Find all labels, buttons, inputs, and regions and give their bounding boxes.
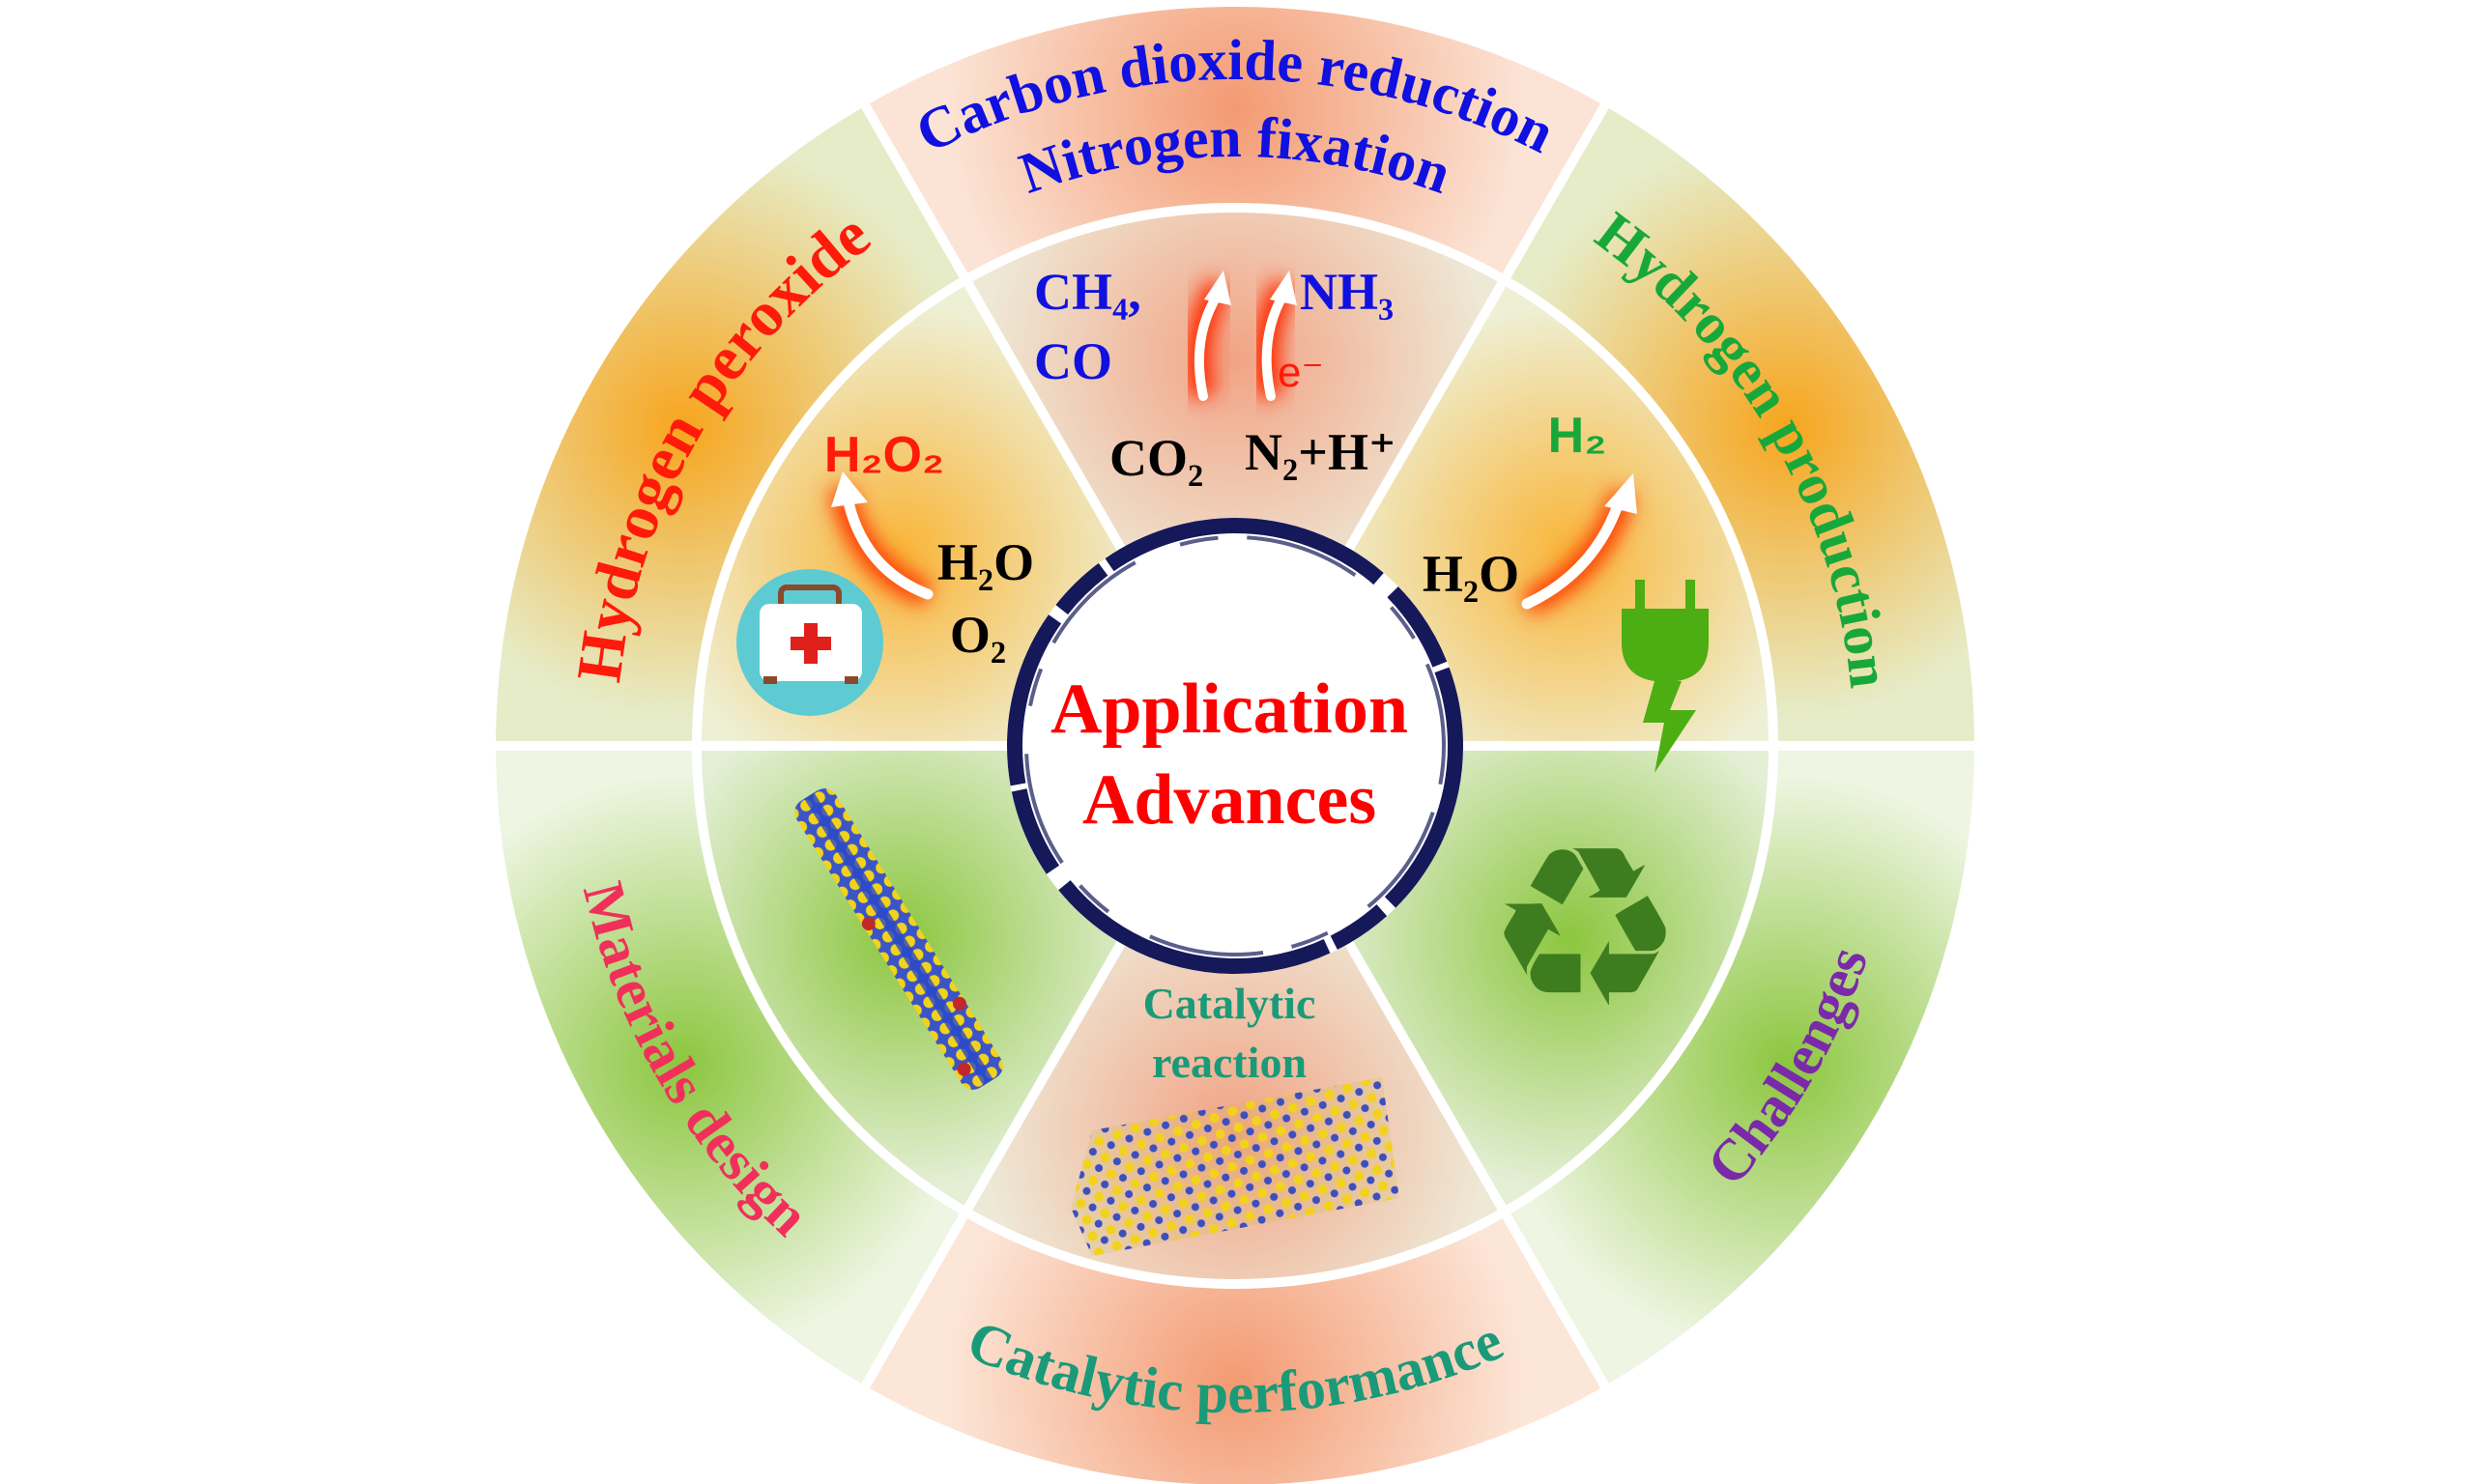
sector-divider xyxy=(860,101,1126,552)
h2-panel: H₂ H₂O xyxy=(1423,408,1709,773)
h2o2-panel: H₂O₂ H₂O O₂ xyxy=(736,427,1034,716)
co-product: CO xyxy=(1034,332,1112,390)
arrow-head xyxy=(1270,271,1297,305)
catalytic-reaction-panel: Catalytic reaction xyxy=(1071,979,1399,1256)
sector-top-inner xyxy=(965,207,1505,549)
sector-lower-right-inner xyxy=(1349,746,1773,1213)
arrow-head xyxy=(1604,473,1637,514)
layered-crystal-structure xyxy=(1071,1077,1399,1256)
sector-divider xyxy=(1344,940,1610,1390)
sector-divider xyxy=(1344,101,1610,552)
brush-ring xyxy=(1007,518,1463,974)
sector-top-outer xyxy=(865,6,1605,280)
catalytic-line2: reaction xyxy=(1152,1038,1307,1087)
arrow-co2-up xyxy=(1194,290,1223,401)
center-title-line2: Advances xyxy=(1082,760,1376,840)
brush-ring-inner xyxy=(1024,535,1446,956)
nanorod-structure xyxy=(794,788,1003,1090)
electron-label: e⁻ xyxy=(1278,349,1324,396)
center-hub: Application Advances xyxy=(1007,518,1463,974)
sector-divider xyxy=(860,940,1126,1390)
center-white-disc xyxy=(1007,518,1463,974)
sector-upper-left-outer xyxy=(496,105,966,747)
arrow-head xyxy=(831,471,868,507)
first-aid-kit-icon xyxy=(736,569,883,716)
catalytic-line1: Catalytic xyxy=(1143,979,1316,1028)
curved-arrow-h2 xyxy=(1521,497,1625,610)
center-title-line1: Application xyxy=(1050,670,1408,749)
h2o-reactant-left: H₂O xyxy=(937,533,1034,591)
divider-layer xyxy=(494,101,1976,1390)
ch4-product: CH₄, xyxy=(1034,263,1141,321)
h2o2-product: H₂O₂ xyxy=(824,427,944,483)
h2-product: H₂ xyxy=(1548,408,1607,464)
sector-lower-right-outer xyxy=(1504,746,1974,1386)
sector-bottom-outer xyxy=(865,1212,1605,1484)
h2o-reactant-right: H₂O xyxy=(1423,545,1519,603)
curved-arrow-h2o2 xyxy=(843,497,934,600)
sector-lower-left-outer xyxy=(496,746,966,1386)
co2-reactant: CO₂ xyxy=(1109,429,1203,487)
n2-h-reactant: N₂+H⁺ xyxy=(1245,423,1395,481)
nh3-product: NH₃ xyxy=(1300,263,1394,321)
sector-upper-right-outer xyxy=(1504,105,1974,747)
co2-n2-panel: CH₄, CO NH₃ e⁻ CO₂ N₂+H⁺ xyxy=(1034,263,1395,487)
arrow-n2-up xyxy=(1261,290,1288,401)
recycle-icon: ♻ xyxy=(1485,804,1684,1052)
electric-plug-icon xyxy=(1622,580,1709,773)
o2-reactant: O₂ xyxy=(950,606,1006,664)
arrow-head xyxy=(1204,271,1231,305)
